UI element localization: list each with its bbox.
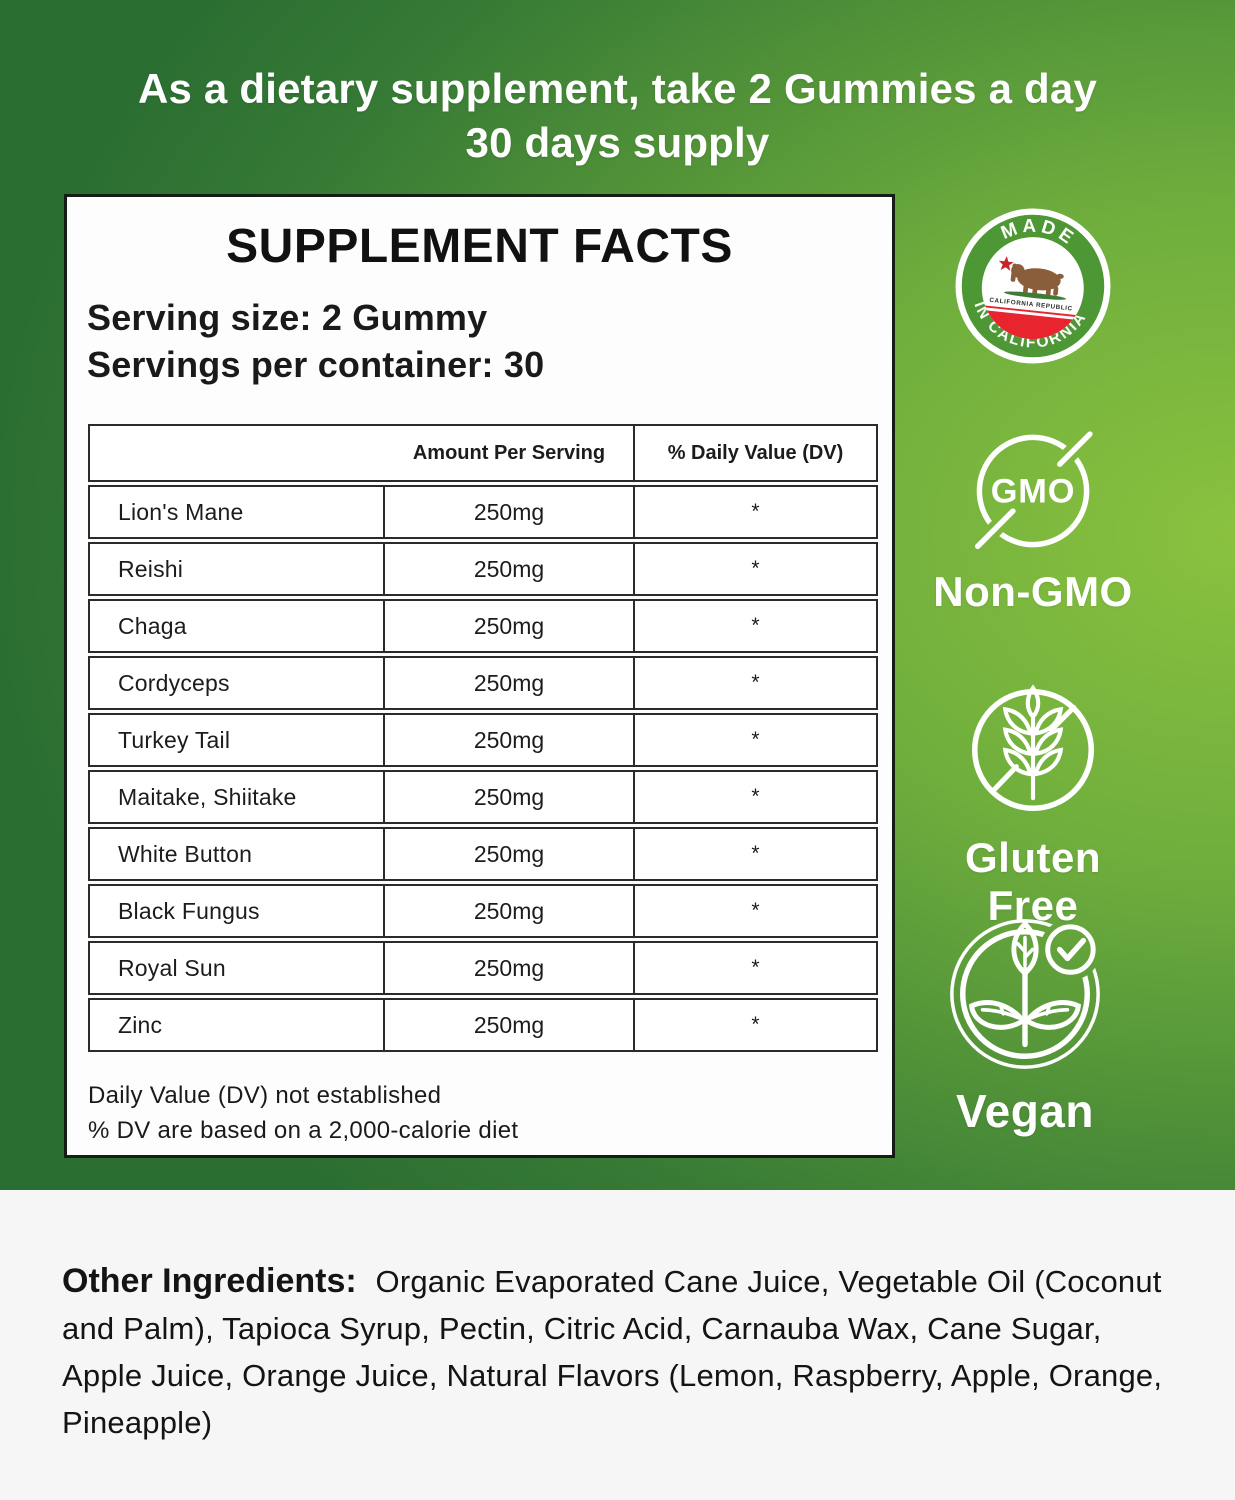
california-seal-icon: MADE IN CALIFORNIA: [955, 208, 1111, 364]
gmo-crossed-icon: GMO: [975, 431, 1093, 549]
table-footnotes: Daily Value (DV) not established % DV ar…: [88, 1078, 892, 1148]
other-ingredients-paragraph: Other Ingredients: Organic Evaporated Ca…: [62, 1258, 1182, 1446]
ingredient-name: Lion's Mane: [118, 498, 244, 525]
ingredient-daily-value: *: [751, 785, 760, 808]
ingredient-name: Reishi: [118, 555, 184, 582]
vegan-label: Vegan: [955, 1085, 1094, 1137]
supplement-facts-panel: SUPPLEMENT FACTS Serving size: 2 Gummy S…: [64, 194, 895, 1158]
gluten-free-badge: Gluten Free: [918, 676, 1148, 930]
vegan-badge: Vegan: [910, 910, 1140, 1138]
table-body: Lion's Mane 250mg * Reishi 250mg * Chaga…: [88, 485, 878, 1052]
ingredient-amount: 250mg: [383, 544, 635, 594]
other-ingredients-text: Organic Evaporated Cane Juice, Vegetable…: [62, 1264, 1163, 1440]
ingredient-amount: 250mg: [383, 772, 635, 822]
table-row: Lion's Mane 250mg *: [88, 485, 878, 539]
gmo-icon-text: GMO: [991, 473, 1076, 511]
ingredient-name: White Button: [118, 840, 253, 867]
servings-per-container: Servings per container: 30: [87, 344, 545, 385]
non-gmo-badge: GMO Non-GMO: [918, 424, 1148, 616]
ingredient-daily-value: *: [751, 557, 760, 580]
ingredient-amount: 250mg: [383, 715, 635, 765]
ingredient-daily-value: *: [751, 671, 760, 694]
footnote-calorie-diet: % DV are based on a 2,000-calorie diet: [88, 1117, 519, 1144]
ingredient-daily-value: *: [751, 842, 760, 865]
gluten-free-label: Gluten Free: [965, 834, 1101, 929]
ingredient-amount: 250mg: [383, 1000, 635, 1050]
ingredient-name: Zinc: [118, 1011, 163, 1038]
bear-icon: [1010, 263, 1064, 297]
ingredient-daily-value: *: [751, 899, 760, 922]
supplement-facts-title: SUPPLEMENT FACTS: [226, 220, 733, 273]
ingredient-name: Chaga: [118, 612, 187, 639]
ingredient-daily-value: *: [751, 614, 760, 637]
ingredient-daily-value: *: [751, 500, 760, 523]
non-gmo-label: Non-GMO: [933, 568, 1133, 615]
flag-star-icon: [998, 256, 1014, 271]
table-row: Black Fungus 250mg *: [88, 884, 878, 938]
column-header-daily-value: % Daily Value (DV): [633, 426, 876, 480]
serving-info: Serving size: 2 Gummy Servings per conta…: [87, 294, 892, 388]
column-header-amount: Amount Per Serving: [412, 441, 606, 464]
table-row: Turkey Tail 250mg *: [88, 713, 878, 767]
ingredient-amount: 250mg: [383, 601, 635, 651]
ingredients-table: Amount Per Serving % Daily Value (DV) Li…: [88, 424, 878, 1052]
dosage-heading: As a dietary supplement, take 2 Gummies …: [0, 62, 1235, 170]
ingredient-name: Royal Sun: [118, 954, 226, 981]
ingredient-amount: 250mg: [383, 487, 635, 537]
ingredient-amount: 250mg: [383, 886, 635, 936]
ingredient-amount: 250mg: [383, 658, 635, 708]
table-row: Maitake, Shiitake 250mg *: [88, 770, 878, 824]
vegan-plant-icon: [950, 919, 1100, 1069]
table-row: Zinc 250mg *: [88, 998, 878, 1052]
dosage-heading-line1: As a dietary supplement, take 2 Gummies …: [137, 65, 1098, 112]
flag-grass-icon: [1004, 291, 1067, 300]
serving-size: Serving size: 2 Gummy: [87, 297, 488, 338]
table-header-row: Amount Per Serving % Daily Value (DV): [88, 424, 878, 482]
table-row: Cordyceps 250mg *: [88, 656, 878, 710]
ingredient-daily-value: *: [751, 1013, 760, 1036]
table-row: Chaga 250mg *: [88, 599, 878, 653]
table-header-span: Amount Per Serving: [90, 426, 633, 480]
green-hero-background: As a dietary supplement, take 2 Gummies …: [0, 0, 1235, 1190]
other-ingredients-section: Other Ingredients: Organic Evaporated Ca…: [0, 1190, 1235, 1500]
ingredient-daily-value: *: [751, 956, 760, 979]
made-in-california-badge: MADE IN CALIFORNIA: [918, 208, 1148, 364]
table-row: Royal Sun 250mg *: [88, 941, 878, 995]
other-ingredients-label: Other Ingredients:: [62, 1262, 357, 1300]
table-row: White Button 250mg *: [88, 827, 878, 881]
ingredient-name: Maitake, Shiitake: [118, 783, 297, 810]
vegan-checkmark-icon: [1045, 924, 1096, 975]
ingredient-name: Cordyceps: [118, 669, 230, 696]
footnote-dv-not-established: Daily Value (DV) not established: [88, 1082, 442, 1109]
ingredient-name: Black Fungus: [118, 897, 260, 924]
dosage-heading-line2: 30 days supply: [465, 119, 770, 166]
ingredient-name: Turkey Tail: [118, 726, 231, 753]
ingredient-amount: 250mg: [383, 829, 635, 879]
wheat-crossed-icon: [971, 684, 1095, 812]
table-row: Reishi 250mg *: [88, 542, 878, 596]
ingredient-amount: 250mg: [383, 943, 635, 993]
ingredient-daily-value: *: [751, 728, 760, 751]
